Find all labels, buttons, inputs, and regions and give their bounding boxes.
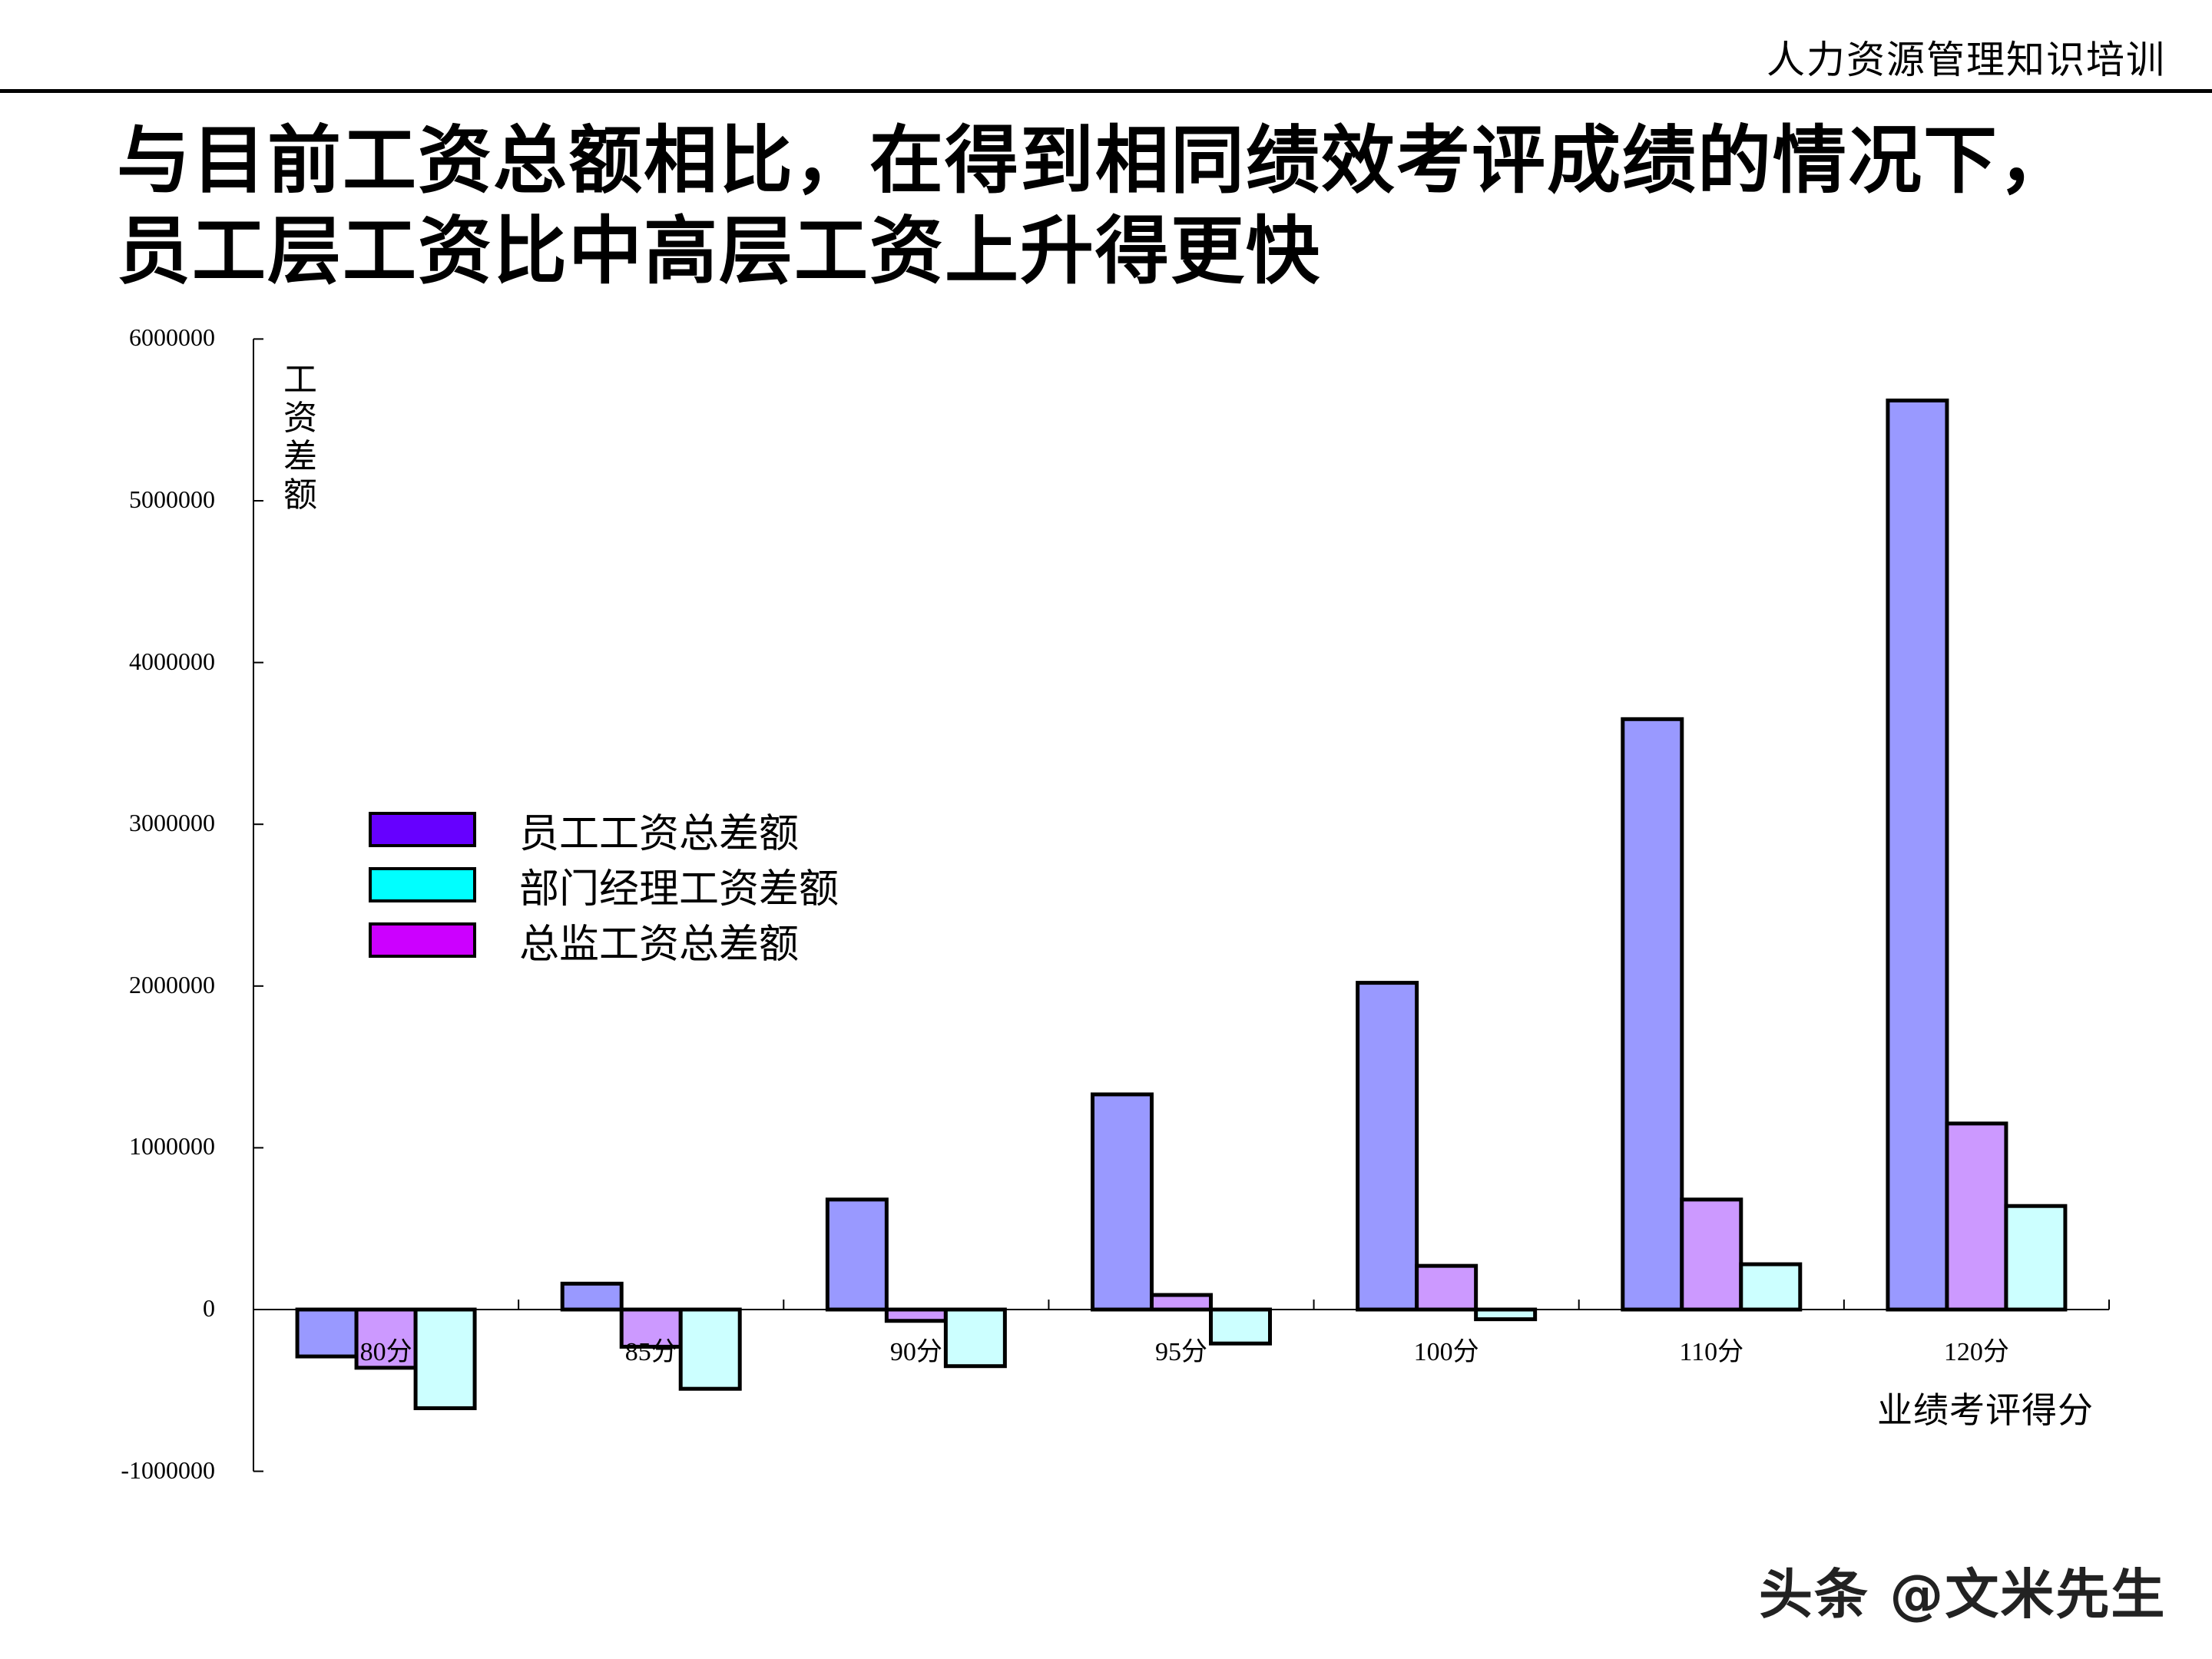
y-tick-label: 4000000 [129,647,215,675]
bar [678,1307,742,1391]
x-tick-label: 95分 [1155,1338,1207,1366]
legend-label-employee: 员工工资总差额 [519,810,800,857]
slide-title-line-2: 员工层工资比中高层工资上升得更快 [117,208,1321,294]
bar [560,1281,624,1312]
header-title: 人力资源管理知识培训 [1767,38,2166,82]
legend-item-manager: 部门经理工资差额 [369,862,839,912]
legend-swatch-director [369,922,476,958]
y-tick-label: 1000000 [129,1132,215,1161]
y-tick-label: 5000000 [129,485,215,513]
legend-label-director: 总监工资总差额 [519,921,800,968]
bar [1945,1121,2008,1312]
y-tick-label: 0 [203,1294,215,1322]
bar [825,1197,889,1312]
x-tick-label: 120分 [1943,1338,2009,1366]
legend-item-director: 总监工资总差额 [369,917,799,968]
slide-title-line-1: 与目前工资总额相比，在得到相同绩效考评成绩的情况下， [117,118,2074,204]
y-axis-label: 工资差额 [281,361,320,515]
legend-swatch-employee [369,812,476,847]
y-tick-label: 3000000 [129,809,215,837]
bar [1474,1307,1538,1322]
bar [1356,981,1419,1312]
bar [1739,1262,1803,1312]
x-tick-label: 100分 [1413,1338,1479,1366]
y-axis-label-char: 工 [283,360,317,399]
bar [884,1307,948,1323]
legend-swatch-manager [369,867,476,902]
bar [413,1307,477,1410]
slide-title: 与目前工资总额相比，在得到相同绩效考评成绩的情况下， 员工层工资比中高层工资上升… [117,115,2074,296]
x-tick-label: 80分 [359,1338,412,1366]
bar [1886,398,1949,1312]
x-axis-label: 业绩考评得分 [1877,1389,2094,1431]
legend-item-employee: 员工工资总差额 [369,806,799,857]
bar [2004,1204,2068,1312]
x-tick-label: 90分 [889,1338,942,1366]
y-tick-label: 2000000 [129,970,215,998]
watermark: 头条 @文米先生 [1759,1563,2167,1626]
bar [1209,1307,1272,1346]
y-axis-label-char: 资 [283,399,317,438]
bar [1621,717,1684,1312]
x-tick-label: 85分 [624,1338,677,1366]
y-axis-label-char: 额 [283,475,317,515]
bar [1415,1263,1479,1312]
bar [1091,1092,1154,1312]
header-divider [0,89,2212,93]
y-tick-label: -1000000 [121,1455,215,1484]
y-axis-label-char: 差 [283,437,317,476]
y-tick-label: 6000000 [129,323,215,352]
x-tick-label: 110分 [1679,1338,1744,1366]
bar [1150,1293,1213,1312]
bar [1680,1197,1743,1312]
legend-label-manager: 部门经理工资差额 [519,866,839,912]
